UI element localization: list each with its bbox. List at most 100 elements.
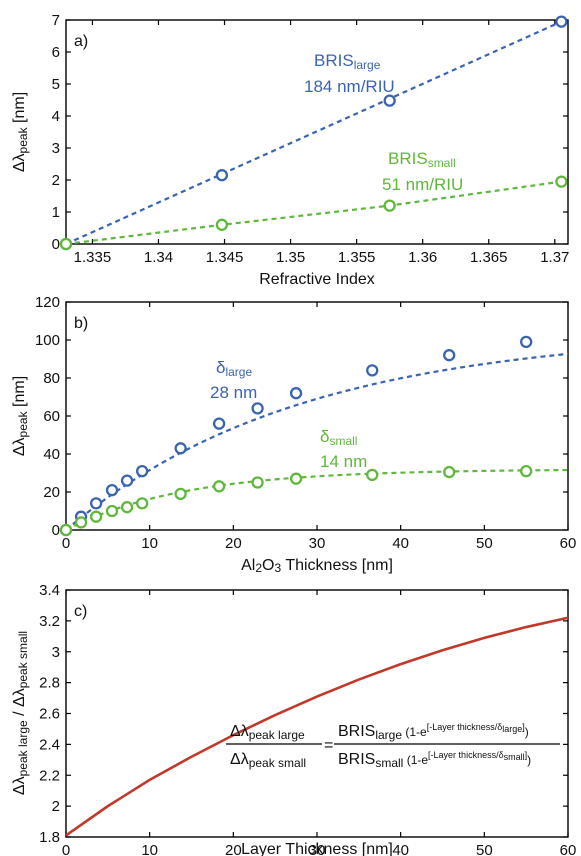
x-tick-label: 20 (225, 535, 242, 552)
data-point-green (74, 516, 88, 529)
panel-b-ticks: 0 10 20 30 40 50 60 0 20 40 60 80 100 120 (35, 294, 576, 552)
panel-b-axes-frame (65, 301, 569, 531)
x-tick-label: 40 (392, 842, 409, 856)
x-tick-label: 40 (392, 535, 409, 552)
equation-equals-sign: = (324, 737, 333, 754)
x-tick-label: 1.345 (206, 249, 244, 266)
x-tick-label: 1.365 (470, 249, 508, 266)
panel-b: 0 10 20 30 40 50 60 0 20 40 60 80 100 120 b) δlarge 2… (11, 294, 576, 575)
equation-rhs-numerator: BRISlarge (1-e[-Layer thickness/δlarge]) (338, 722, 529, 742)
panel-b-blue-annotation-name: δlarge (216, 358, 252, 379)
y-tick-label: 80 (43, 370, 60, 387)
x-tick-label: 30 (309, 842, 326, 856)
x-tick-label: 60 (560, 842, 577, 856)
panel-c-label: c) (74, 603, 87, 620)
panel-b-green-annotation-value: 14 nm (320, 452, 367, 471)
panel-a-x-axis-label: Refractive Index (259, 271, 375, 288)
data-point-green (59, 237, 73, 251)
y-tick-label: 40 (43, 446, 60, 463)
data-point-green (212, 480, 226, 493)
equation-lhs-numerator: Δλpeak large (230, 723, 305, 742)
data-point-green (120, 501, 134, 514)
y-tick-label: 120 (35, 294, 60, 311)
data-point-green (215, 218, 229, 231)
data-point-green (59, 523, 73, 537)
data-point-blue (366, 364, 379, 377)
series-fit-line-blue (65, 20, 562, 246)
y-tick-label: 3 (52, 644, 60, 661)
y-tick-label: 60 (43, 408, 60, 425)
y-tick-label: 20 (43, 484, 60, 501)
y-tick-label: 4 (52, 108, 60, 125)
panel-c-axes-frame (65, 589, 569, 838)
panel-b-x-axis-label: Al2O3 Thickness [nm] (241, 557, 393, 575)
y-tick-label: 3.2 (39, 613, 60, 630)
data-point-green (105, 504, 119, 518)
x-tick-label: 50 (476, 842, 493, 856)
y-tick-label: 3 (52, 140, 60, 157)
y-tick-label: 1 (52, 204, 60, 221)
x-tick-label: 1.34 (144, 249, 173, 266)
data-point-blue (215, 169, 229, 182)
y-tick-label: 2.2 (39, 767, 60, 784)
panel-b-label: b) (74, 315, 88, 332)
data-point-blue (251, 402, 264, 415)
y-tick-label: 7 (52, 12, 60, 29)
y-tick-label: 2 (52, 798, 60, 815)
panel-c-y-axis-label: Δλpeak large / Δλpeak small (11, 631, 30, 795)
data-point-green (135, 497, 149, 510)
panel-c-equation: Δλpeak large Δλpeak small = BRISlarge (1… (226, 722, 560, 770)
x-tick-label: 1.355 (338, 249, 376, 266)
x-tick-label: 0 (62, 535, 70, 552)
y-tick-label: 0 (52, 522, 60, 539)
panel-b-series (59, 335, 569, 537)
panel-a-blue-annotation-name: BRISlarge (314, 51, 381, 72)
panel-a-series (59, 15, 568, 251)
x-tick-label: 1.35 (276, 249, 305, 266)
data-point-blue (212, 417, 226, 430)
series-fit-line-green (65, 180, 562, 246)
panel-a-green-annotation-name: BRISsmall (388, 149, 456, 170)
y-tick-label: 2.6 (39, 706, 60, 723)
y-tick-label: 100 (35, 332, 60, 349)
ratio-curve (65, 616, 569, 837)
panel-a-label: a) (74, 33, 88, 50)
panel-a-green-annotation-value: 51 nm/RIU (382, 175, 463, 194)
panel-a-axes-frame (65, 19, 569, 245)
equation-lhs-denominator: Δλpeak small (230, 751, 306, 770)
panel-c-x-axis-label: Layer Thickness [nm] (241, 841, 393, 856)
data-point-green (383, 199, 396, 212)
data-point-green (289, 472, 303, 485)
y-tick-label: 6 (52, 44, 60, 61)
panel-b-blue-annotation-value: 28 nm (210, 383, 257, 402)
data-point-green (174, 487, 187, 501)
panel-c-ticks: 0 10 20 30 40 50 60 1.8 2 2.2 2.4 2.6 2.8 3 3.2 3.4 (39, 582, 576, 856)
series-fit-curve-blue (65, 352, 569, 531)
x-tick-label: 1.36 (408, 249, 437, 266)
data-point-blue (289, 387, 303, 400)
panel-c: 0 10 20 30 40 50 601.822.22.42.62.833.23.4 c) … (11, 582, 576, 856)
x-tick-label: 60 (560, 535, 577, 552)
panel-b-y-axis-label: Δλpeak [nm] (11, 376, 30, 456)
data-point-blue (443, 349, 456, 362)
panel-a-blue-annotation-value: 184 nm/RIU (304, 77, 395, 96)
panel-a: 1.335 1.34 1.345 1.35 1.355 1.36 1.365 1.37 0 1 2 3… (11, 12, 569, 288)
y-tick-label: 2.4 (39, 736, 60, 753)
y-tick-label: 1.8 (39, 829, 60, 846)
data-point-blue (520, 335, 533, 349)
data-point-blue (555, 15, 568, 28)
data-point-green (366, 468, 379, 482)
data-point-green (443, 465, 456, 479)
panel-b-green-annotation-name: δsmall (320, 427, 357, 448)
panel-c-series (65, 616, 569, 837)
y-tick-label: 2 (52, 172, 60, 189)
data-point-green (520, 464, 533, 478)
y-tick-label: 5 (52, 76, 60, 93)
x-tick-label: 30 (309, 535, 326, 552)
x-tick-label: 0 (62, 842, 70, 856)
data-point-blue (105, 483, 119, 497)
data-point-blue (120, 474, 134, 487)
x-tick-label: 50 (476, 535, 493, 552)
data-point-blue (383, 94, 396, 107)
